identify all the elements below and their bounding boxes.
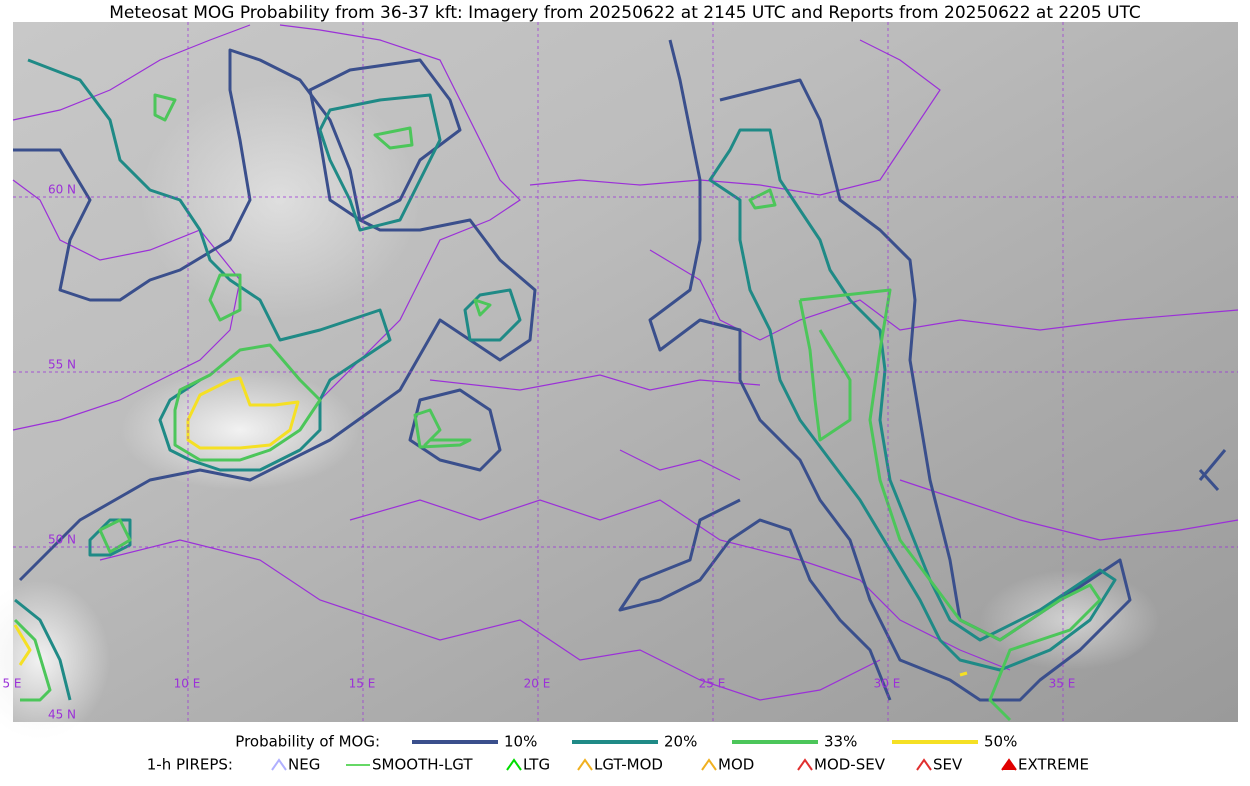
lat-label: 45 N bbox=[48, 708, 76, 722]
contour bbox=[708, 128, 1117, 672]
grid bbox=[13, 22, 1238, 722]
legend-title: Probability of MOG: bbox=[235, 733, 380, 751]
pirep-symbol bbox=[577, 758, 593, 771]
pirep-label: MOD bbox=[718, 756, 754, 774]
pirep-symbol bbox=[506, 758, 522, 771]
lon-label: 30 E bbox=[874, 677, 901, 691]
lon-label: 5 E bbox=[2, 677, 21, 691]
contour bbox=[408, 388, 1227, 492]
lon-label: 10 E bbox=[174, 677, 201, 691]
contours bbox=[13, 39, 1227, 722]
contour bbox=[13, 518, 132, 702]
pirep-symbol bbox=[271, 758, 287, 771]
graticule-labels: 5 E 10 E 15 E 20 E 25 E 30 E 35 E 60 N 55 N 50 N 4… bbox=[2, 183, 1075, 722]
legend-label: 50% bbox=[984, 733, 1017, 751]
contour bbox=[153, 93, 492, 322]
lon-label: 20 E bbox=[524, 677, 551, 691]
pirep-symbol bbox=[1001, 758, 1017, 771]
legend: Probability of MOG: 1-h PIREPS: 10% 20% 33… bbox=[147, 733, 1089, 774]
legend-label: 33% bbox=[824, 733, 857, 751]
contour bbox=[318, 93, 522, 342]
contour bbox=[648, 39, 1132, 702]
cloud bbox=[120, 370, 360, 490]
contour bbox=[618, 498, 892, 701]
contour bbox=[748, 188, 1102, 722]
pireps-title: 1-h PIREPS: bbox=[147, 756, 233, 774]
contour bbox=[308, 58, 462, 222]
pirep-label: LGT-MOD bbox=[594, 756, 663, 774]
lon-label: 15 E bbox=[349, 677, 376, 691]
cloud bbox=[140, 80, 420, 320]
pirep-label: SMOOTH-LGT bbox=[372, 756, 473, 774]
legend-label: 10% bbox=[504, 733, 537, 751]
pirep-label: EXTREME bbox=[1018, 756, 1089, 774]
legend-label: 20% bbox=[664, 733, 697, 751]
pirep-symbol bbox=[916, 758, 932, 771]
contour bbox=[173, 343, 472, 462]
title: Meteosat MOG Probability from 36-37 kft:… bbox=[109, 3, 1141, 23]
pirep-symbol bbox=[701, 758, 717, 771]
lat-label: 50 N bbox=[48, 533, 76, 547]
contour bbox=[14, 518, 132, 701]
contour bbox=[13, 376, 968, 677]
lat-label: 55 N bbox=[48, 358, 76, 372]
lon-label: 25 E bbox=[699, 677, 726, 691]
lon-label: 35 E bbox=[1049, 677, 1076, 691]
lat-label: 60 N bbox=[48, 183, 76, 197]
contour bbox=[13, 48, 537, 582]
pirep-label: MOD-SEV bbox=[814, 756, 886, 774]
pirep-label: LTG bbox=[523, 756, 550, 774]
pirep-label: NEG bbox=[288, 756, 320, 774]
pirep-label: SEV bbox=[933, 756, 963, 774]
pirep-symbol bbox=[797, 758, 813, 771]
contour bbox=[27, 58, 392, 472]
map: 5 E 10 E 15 E 20 E 25 E 30 E 35 E 60 N 55 N 50 N 4… bbox=[0, 22, 1239, 740]
